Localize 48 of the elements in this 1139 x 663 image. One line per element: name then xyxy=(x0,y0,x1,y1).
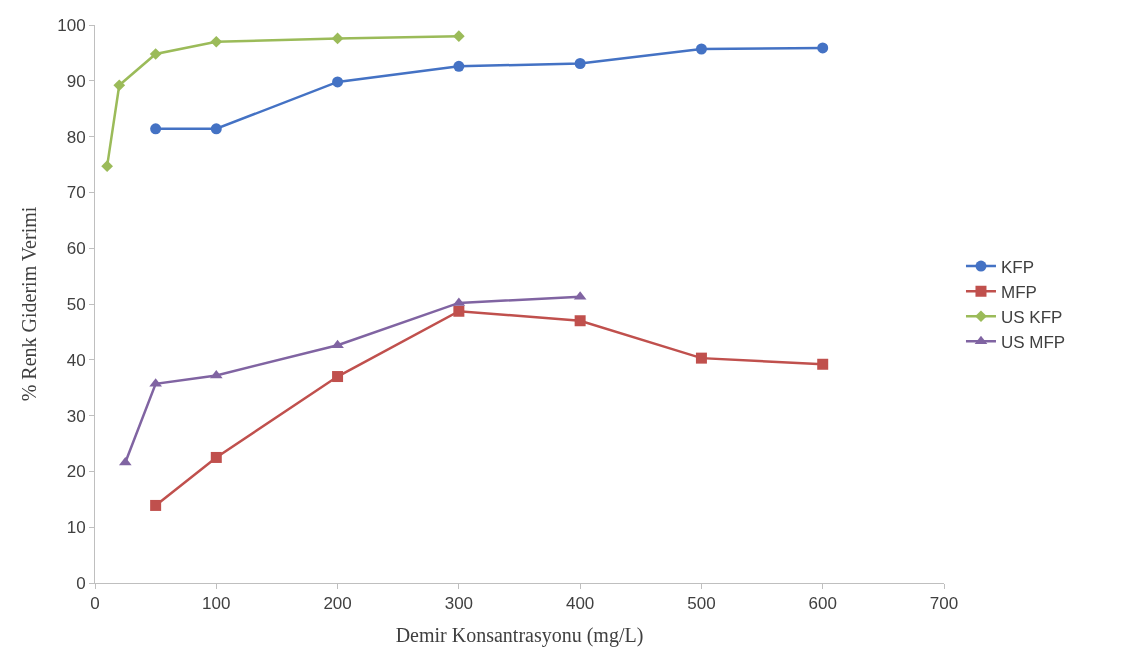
point xyxy=(817,358,829,370)
legend-label: US KFP xyxy=(1000,307,1063,327)
point xyxy=(210,451,222,463)
y-tick-label: 70 xyxy=(66,183,86,203)
y-tick-label: 60 xyxy=(66,239,86,259)
y-axis-title: % Renk Giderim Verimi xyxy=(17,206,40,402)
point xyxy=(210,35,223,48)
legend-label: MFP xyxy=(1000,282,1037,302)
y-tick-label: 20 xyxy=(66,462,86,482)
y-tick-label: 30 xyxy=(66,406,86,426)
y-tick-label: 50 xyxy=(66,294,86,314)
point xyxy=(118,456,132,466)
x-tick-label: 500 xyxy=(687,594,716,614)
point xyxy=(150,123,162,135)
x-tick-label: 400 xyxy=(565,594,595,614)
point xyxy=(209,369,223,379)
point xyxy=(331,339,344,349)
point xyxy=(453,30,465,43)
y-tick-label: 40 xyxy=(66,350,86,370)
point xyxy=(332,371,344,383)
x-tick-label: 0 xyxy=(90,594,100,614)
x-tick-label: 600 xyxy=(808,594,837,614)
point xyxy=(695,43,707,55)
point xyxy=(574,58,586,69)
x-tick-label: 700 xyxy=(929,594,959,614)
point xyxy=(150,499,162,511)
y-tick-label: 80 xyxy=(66,127,86,147)
x-axis-title: Demir Konsantrasyonu (mg/L) xyxy=(395,623,644,647)
x-tick-label: 300 xyxy=(444,594,474,614)
point xyxy=(101,160,113,173)
x-tick-label: 200 xyxy=(323,594,352,614)
point xyxy=(453,305,465,317)
y-tick-label: 100 xyxy=(57,15,86,35)
y-tick-label: 90 xyxy=(66,71,86,91)
point xyxy=(695,352,707,364)
y-tick-label: 0 xyxy=(76,573,86,593)
point xyxy=(113,79,126,92)
point xyxy=(453,60,465,72)
point xyxy=(149,48,162,60)
legend-label: KFP xyxy=(1000,257,1035,277)
x-tick-label: 100 xyxy=(202,594,231,614)
point xyxy=(210,123,222,135)
y-tick-label: 10 xyxy=(66,518,86,538)
point xyxy=(332,76,344,88)
point xyxy=(817,42,829,54)
point xyxy=(574,315,586,327)
point xyxy=(331,32,344,45)
legend-label: US MFP xyxy=(1000,332,1066,352)
